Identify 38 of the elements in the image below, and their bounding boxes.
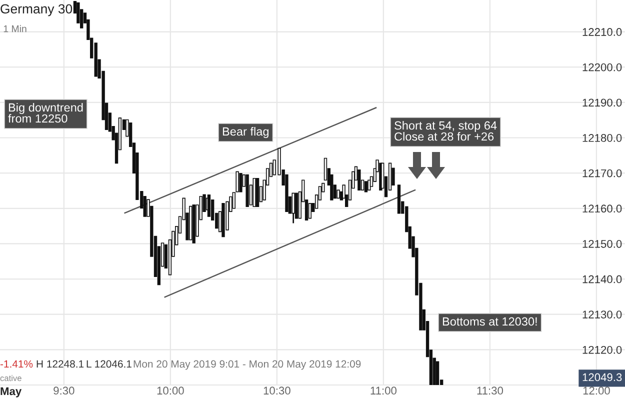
annotation: Bear flag xyxy=(222,127,268,138)
annotation: Short at 54, stop 64 Close at 28 for +26 xyxy=(394,121,497,141)
annotation: -1.41% xyxy=(0,360,33,368)
y-tick-label: 12180.0 xyxy=(582,134,622,142)
x-tick-label: 11:30 xyxy=(477,386,504,395)
y-tick-label: 12160.0 xyxy=(582,204,622,213)
y-tick-label: 12120.0 xyxy=(582,346,622,354)
candlestick xyxy=(368,180,371,190)
x-tick-label: 9:30 xyxy=(54,386,74,395)
candlestick xyxy=(236,171,239,192)
candlestick xyxy=(308,203,312,219)
candlestick xyxy=(364,181,368,192)
text: 1 Min xyxy=(4,25,26,32)
annotation: H 12248.1 xyxy=(36,360,84,368)
annotation: Mon 20 May 2019 9:01 - Mon 20 May 2019 12:09 xyxy=(134,360,361,370)
chart-title: Germany 30 xyxy=(0,4,72,16)
candlestick xyxy=(358,169,361,190)
annotation: Big downtrend from 12250 xyxy=(8,103,83,123)
candlestick xyxy=(232,192,236,209)
text: May xyxy=(0,387,22,398)
y-tick-label: 12150.0 xyxy=(582,240,622,248)
y-tick-label: 12190.0 xyxy=(582,98,622,107)
y-tick-label: 12210.0 xyxy=(582,28,622,36)
annotation: cative xyxy=(0,375,22,382)
annotation: 12049.3 xyxy=(582,373,622,382)
candlestick xyxy=(292,192,295,224)
annotation: L 12046.1 xyxy=(86,360,132,368)
y-tick-label: 12200.0 xyxy=(582,63,622,72)
x-tick-label: 11:00 xyxy=(370,386,396,395)
x-tick-label: 12:00 xyxy=(583,386,610,395)
y-tick-label: 12140.0 xyxy=(582,275,622,284)
annotation: Bottoms at 12030! xyxy=(442,317,537,326)
candlestick xyxy=(239,173,242,192)
x-tick-label: 10:30 xyxy=(264,386,290,395)
y-tick-label: 12170.0 xyxy=(582,169,622,178)
x-tick-label: 10:00 xyxy=(157,386,184,395)
y-tick-label: 12130.0 xyxy=(582,310,622,318)
candlestick xyxy=(436,361,440,385)
